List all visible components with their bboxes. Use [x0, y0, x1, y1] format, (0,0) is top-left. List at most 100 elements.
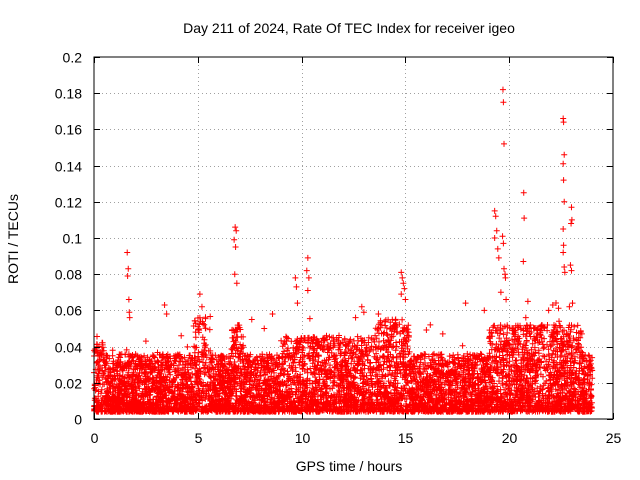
data-point — [522, 314, 529, 321]
y-tick-label: 0 — [74, 412, 82, 428]
data-point — [399, 274, 406, 281]
data-point — [493, 227, 500, 234]
data-point — [497, 289, 504, 296]
data-point — [499, 233, 506, 240]
data-point — [232, 244, 239, 251]
data-point — [439, 330, 446, 337]
data-point — [556, 318, 563, 325]
y-tick-label: 0.02 — [55, 376, 82, 392]
x-tick-label: 10 — [295, 430, 311, 446]
x-tick-label: 20 — [502, 430, 518, 446]
data-point — [492, 213, 499, 220]
data-point-cloud — [91, 300, 596, 415]
y-tick-label: 0.04 — [55, 340, 82, 356]
data-point — [161, 301, 168, 308]
data-point — [491, 207, 498, 214]
x-tick-label: 15 — [398, 430, 414, 446]
data-point — [124, 249, 131, 256]
y-tick-label: 0.06 — [55, 303, 82, 319]
data-point — [499, 86, 506, 93]
data-point — [549, 301, 556, 308]
data-point — [560, 242, 567, 249]
data-point — [293, 283, 300, 290]
data-point — [568, 204, 575, 211]
y-axis-label: ROTI / TECUs — [5, 194, 21, 284]
data-point — [269, 311, 276, 318]
data-point — [462, 300, 469, 307]
data-point — [568, 216, 575, 223]
data-point — [198, 303, 205, 310]
data-point — [97, 349, 104, 356]
data-point — [126, 309, 133, 316]
data-point — [561, 151, 568, 158]
data-point — [494, 245, 501, 252]
data-point — [568, 220, 575, 227]
data-point — [561, 269, 568, 276]
data-point — [401, 285, 408, 292]
y-tick-label: 0.14 — [55, 159, 82, 175]
data-point — [163, 311, 170, 318]
data-point — [560, 160, 567, 167]
data-point — [233, 227, 240, 234]
data-point — [304, 287, 311, 294]
data-point — [402, 296, 409, 303]
data-point — [358, 303, 365, 310]
data-point — [360, 309, 367, 316]
data-point — [501, 140, 508, 147]
y-tick-label: 0.1 — [63, 231, 83, 247]
data-point — [305, 274, 312, 281]
chart-title: Day 211 of 2024, Rate Of TEC Index for r… — [183, 20, 515, 36]
data-point — [520, 189, 527, 196]
data-point — [398, 291, 405, 298]
data-point — [304, 254, 311, 261]
axis-ticks: 0 0.02 0.04 0.06 0.08 0.1 0.12 0.14 0.16 0.18 0.2 0… — [55, 50, 622, 447]
data-point — [109, 347, 116, 354]
data-point — [560, 249, 567, 256]
data-point — [560, 119, 567, 126]
x-tick-label: 5 — [195, 430, 203, 446]
data-point — [500, 240, 507, 247]
data-point — [561, 263, 568, 270]
data-point — [398, 269, 405, 276]
data-point — [567, 262, 574, 269]
data-point — [232, 224, 239, 231]
data-point — [560, 177, 567, 184]
data-point — [568, 267, 575, 274]
data-point — [125, 265, 132, 272]
data-point — [569, 300, 576, 307]
data-point — [491, 235, 498, 241]
data-point — [495, 254, 502, 261]
data-point — [521, 215, 528, 222]
y-tick-label: 0.18 — [55, 86, 82, 102]
data-point — [524, 298, 531, 305]
x-axis-label: GPS time / hours — [296, 458, 403, 474]
data-point — [375, 311, 382, 318]
data-point — [323, 332, 330, 339]
data-point — [125, 296, 132, 303]
data-point — [352, 314, 359, 321]
data-point — [561, 198, 568, 205]
data-point — [566, 303, 573, 310]
x-tick-label: 25 — [606, 430, 622, 446]
data-point — [427, 321, 434, 328]
data-point — [502, 274, 509, 281]
data-point — [400, 280, 407, 287]
data-point — [545, 307, 552, 314]
data-point — [303, 267, 310, 274]
y-tick-label: 0.16 — [55, 122, 82, 138]
data-point — [520, 258, 527, 265]
data-point — [178, 332, 185, 339]
data-point — [335, 334, 342, 341]
data-point — [292, 274, 299, 281]
data-point — [578, 330, 585, 337]
y-tick-label: 0.08 — [55, 267, 82, 283]
data-point — [294, 300, 301, 307]
data-point — [142, 338, 149, 345]
data-point — [560, 225, 567, 232]
y-tick-label: 0.2 — [63, 50, 83, 66]
data-point — [261, 325, 268, 332]
data-point — [231, 236, 238, 243]
data-point — [481, 307, 488, 314]
data-point — [233, 280, 240, 287]
